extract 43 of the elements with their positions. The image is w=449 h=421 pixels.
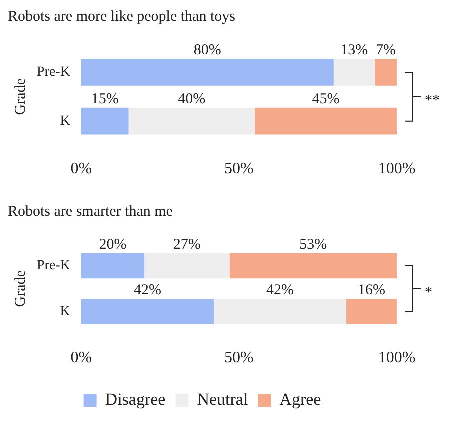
data-label: 42%	[134, 282, 162, 299]
data-label: 16%	[358, 282, 386, 299]
y-tick-label: K	[60, 114, 70, 130]
data-label: 53%	[300, 236, 328, 253]
chart-title: Robots are more like people than toys	[8, 8, 236, 25]
data-label: 13%	[340, 42, 368, 58]
legend-label: Disagree	[105, 390, 166, 409]
bar	[81, 299, 214, 324]
data-label: 45%	[312, 91, 340, 108]
y-tick-label: Pre-K	[36, 65, 70, 80]
y-axis-title: Grade	[12, 270, 29, 308]
data-label: 27%	[173, 236, 201, 253]
bar	[254, 108, 397, 135]
y-axis-title: Grade	[12, 78, 29, 116]
data-label: 80%	[194, 42, 222, 58]
bar	[81, 59, 334, 86]
x-tick-label: 50%	[224, 160, 254, 178]
x-tick-label: 0%	[70, 350, 92, 367]
data-label: 7%	[376, 42, 396, 58]
legend-label: Agree	[280, 390, 322, 409]
data-label: 40%	[178, 91, 206, 108]
text: **	[425, 92, 440, 109]
data-label: 42%	[266, 282, 294, 299]
bar	[128, 108, 255, 135]
x-tick-label: 0%	[70, 160, 92, 178]
data-label: 20%	[99, 236, 127, 253]
bar	[374, 59, 397, 86]
chart-title: Robots are smarter than me	[8, 204, 174, 220]
bar	[214, 299, 347, 324]
x-tick-label: 100%	[378, 350, 416, 367]
bar	[230, 253, 397, 279]
legend-label: Neutral	[197, 390, 248, 409]
y-tick-label: Pre-K	[36, 258, 70, 274]
data-label: 15%	[91, 91, 119, 108]
y-tick-label: K	[60, 304, 70, 320]
bar	[334, 59, 375, 86]
bar	[81, 253, 145, 279]
x-tick-label: 50%	[224, 350, 254, 367]
bar	[346, 299, 397, 324]
x-tick-label: 100%	[378, 160, 416, 178]
bar	[144, 253, 230, 279]
bar	[81, 108, 129, 135]
text: *	[425, 284, 432, 301]
